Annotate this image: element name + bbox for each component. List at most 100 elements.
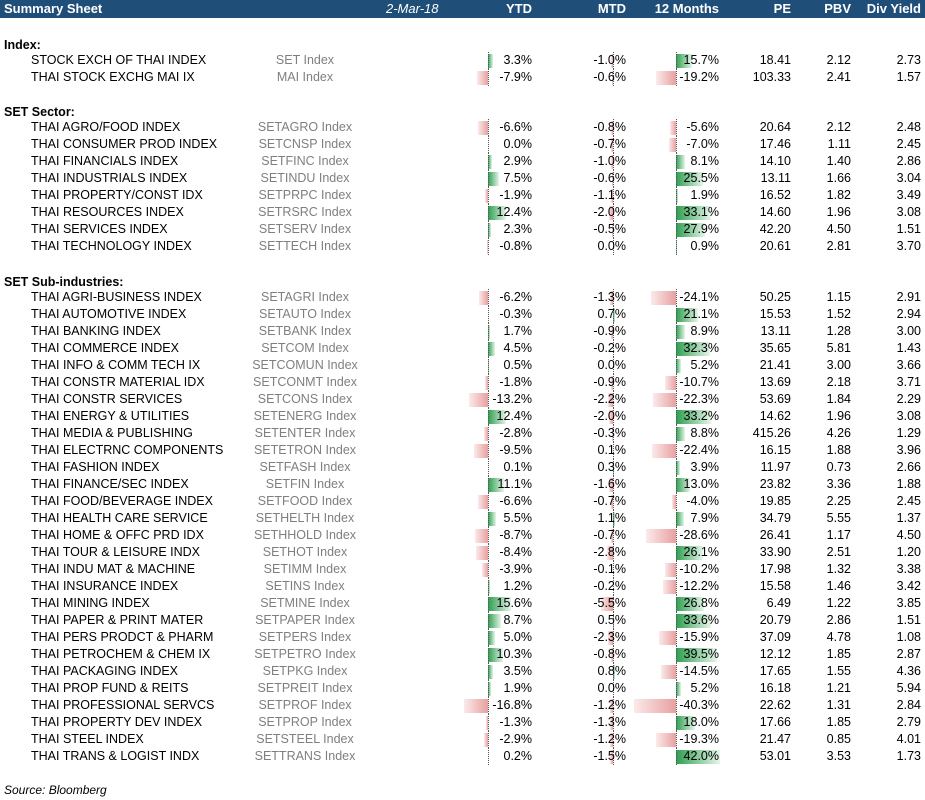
twelve-month-value: -10.7% — [679, 375, 719, 389]
mtd-value: -1.0% — [593, 154, 626, 168]
ytd-axis — [488, 731, 489, 748]
ytd-bar — [483, 733, 488, 747]
mtd-bar — [611, 325, 613, 339]
ticker: SET Index — [275, 53, 335, 67]
table-row: THAI STEEL INDEX SETSTEEL Index -2.9% -1.2%… — [0, 731, 925, 748]
twelve-month-value: 18.0% — [683, 715, 719, 729]
ytd-axis — [488, 187, 489, 204]
index-name: THAI INFO & COMM TECH IX — [31, 358, 201, 372]
twelve-month-value: 8.8% — [690, 426, 720, 440]
mtd-axis — [613, 578, 614, 595]
ytd-value: 1.2% — [503, 579, 533, 593]
m12-axis — [676, 459, 677, 476]
ticker: SETAGRO Index — [257, 120, 353, 134]
ytd-value: -1.3% — [499, 715, 532, 729]
ytd-axis — [488, 527, 489, 544]
div-yield-value: 1.20 — [896, 545, 921, 559]
m12-bar — [676, 546, 704, 560]
m12-bar — [676, 597, 705, 611]
m12-bar — [676, 172, 703, 186]
ytd-axis — [488, 578, 489, 595]
m12-axis — [676, 561, 677, 578]
ytd-value: -7.9% — [499, 70, 532, 84]
twelve-month-value: 3.9% — [690, 460, 720, 474]
pbv-value: 0.73 — [826, 460, 851, 474]
table-row: THAI AGRI-BUSINESS INDEX SETAGRI Index -6.… — [0, 289, 925, 306]
m12-axis — [676, 69, 677, 86]
ytd-axis — [488, 52, 489, 69]
m12-axis — [676, 544, 677, 561]
m12-bar — [650, 291, 676, 305]
mtd-bar — [611, 376, 613, 390]
div-yield-value: 3.08 — [896, 205, 921, 219]
mtd-bar — [608, 206, 613, 220]
div-yield-value: 1.88 — [896, 477, 921, 491]
mtd-axis — [613, 714, 614, 731]
twelve-month-value: 0.9% — [690, 239, 720, 253]
m12-bar — [676, 614, 712, 628]
ytd-value: -2.8% — [499, 426, 532, 440]
ticker: SETPRPC Index — [258, 188, 352, 202]
ytd-bar — [485, 376, 488, 390]
mtd-value: -2.0% — [593, 409, 626, 423]
m12-bar — [676, 223, 706, 237]
div-yield-value: 3.04 — [896, 171, 921, 185]
m12-axis — [676, 170, 677, 187]
m12-axis — [676, 306, 677, 323]
m12-axis — [676, 119, 677, 136]
twelve-month-value: 39.5% — [683, 647, 719, 661]
table-row: THAI ENERGY & UTILITIES SETENERG Index 12.… — [0, 408, 925, 425]
m12-bar — [676, 716, 695, 730]
table-row: THAI BANKING INDEX SETBANK Index 1.7% -0.9%… — [0, 323, 925, 340]
ticker: MAI Index — [276, 70, 334, 84]
pbv-value: 1.22 — [826, 596, 851, 610]
m12-bar — [676, 648, 718, 662]
pbv-value: 2.81 — [826, 239, 851, 253]
ytd-axis — [488, 69, 489, 86]
ytd-bar — [488, 512, 496, 526]
div-yield-value: 2.91 — [896, 290, 921, 304]
mtd-bar — [610, 54, 613, 68]
m12-axis — [676, 680, 677, 697]
pe-value: 20.61 — [759, 239, 791, 253]
mtd-value: -1.2% — [593, 732, 626, 746]
twelve-month-value: 33.6% — [683, 613, 719, 627]
index-name: THAI PROPERTY/CONST IDX — [31, 188, 203, 202]
mtd-value: 1.1% — [597, 511, 627, 525]
index-name: THAI CONSUMER PROD INDEX — [31, 137, 218, 151]
ytd-value: 0.5% — [503, 358, 533, 372]
ytd-value: 0.1% — [503, 460, 533, 474]
m12-axis — [676, 697, 677, 714]
ticker: SETSTEEL Index — [256, 732, 354, 746]
ytd-bar — [488, 478, 505, 492]
ytd-value: -0.8% — [499, 239, 532, 253]
m12-bar — [676, 750, 721, 764]
m12-axis — [676, 52, 677, 69]
pbv-value: 1.40 — [826, 154, 851, 168]
ticker: SETETRON Index — [253, 443, 357, 457]
sheet-title: Summary Sheet — [4, 1, 103, 16]
ytd-bar — [463, 699, 488, 713]
m12-axis — [676, 153, 677, 170]
ticker: SETENERG Index — [253, 409, 357, 423]
ytd-bar — [468, 393, 488, 407]
ticker: SETPAPER Index — [255, 613, 355, 627]
table-row: THAI HEALTH CARE SERVICE SETHELTH Index 5.… — [0, 510, 925, 527]
pbv-value: 2.41 — [826, 70, 851, 84]
pbv-value: 1.31 — [826, 698, 851, 712]
twelve-month-value: 26.8% — [683, 596, 719, 610]
ytd-bar — [478, 121, 488, 135]
ytd-value: 1.9% — [503, 681, 533, 695]
ytd-axis — [488, 612, 489, 629]
twelve-month-value: -22.3% — [679, 392, 719, 406]
index-name: THAI STOCK EXCHG MAI IX — [31, 70, 195, 84]
mtd-value: 0.0% — [597, 358, 627, 372]
ytd-axis — [488, 510, 489, 527]
ytd-value: -6.2% — [499, 290, 532, 304]
ytd-value: 5.0% — [503, 630, 533, 644]
mtd-bar — [609, 750, 613, 764]
mtd-bar — [610, 189, 613, 203]
ytd-axis — [488, 425, 489, 442]
pbv-value: 1.55 — [826, 664, 851, 678]
mtd-value: -0.7% — [593, 137, 626, 151]
